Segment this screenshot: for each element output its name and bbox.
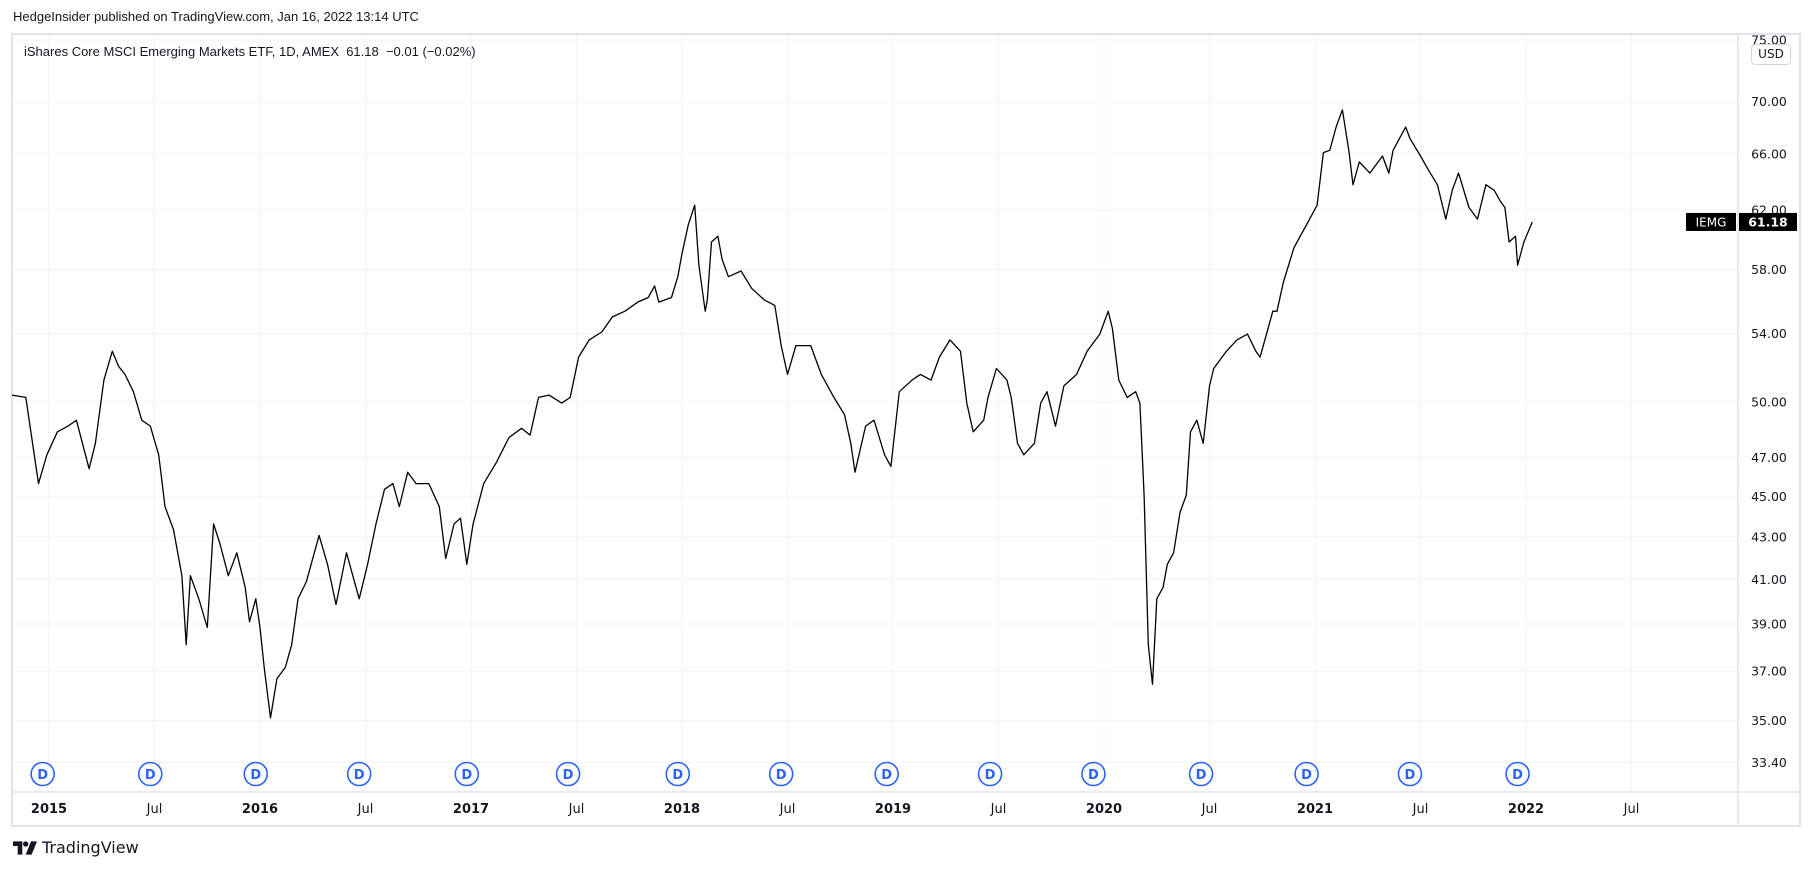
- time-axis[interactable]: 2015 Jul 2016 Jul 2017 Jul 2018 Jul 2019 Jul 2020 J…: [31, 802, 1639, 817]
- y-tick-label: 37.00: [1751, 664, 1787, 679]
- dividend-marker[interactable]: D: [30, 761, 55, 787]
- x-tick-label: 2017: [453, 802, 489, 817]
- last-price-tag: IEMG 61.18: [1686, 212, 1797, 231]
- dividend-circle: [1081, 761, 1106, 787]
- symbol-tag-bg: [1686, 212, 1736, 231]
- dividend-circle: [555, 761, 581, 787]
- tradingview-logo-icon: [13, 840, 37, 855]
- dividend-label: D: [461, 768, 472, 783]
- y-tick-label: 58.00: [1751, 262, 1787, 277]
- last-price-bg: [1739, 212, 1797, 231]
- price-line: [11, 109, 1533, 719]
- dividend-marker[interactable]: D: [1505, 761, 1530, 787]
- price-series: [11, 109, 1533, 719]
- x-tick-label: Jul: [1623, 802, 1640, 817]
- y-tick-label: 41.00: [1751, 572, 1787, 587]
- dividend-circle: [1505, 761, 1530, 787]
- dividend-circle: [1397, 761, 1423, 787]
- x-tick-label: Jul: [357, 802, 374, 817]
- chart-frame: [11, 33, 1801, 827]
- dividend-marker[interactable]: D: [454, 761, 480, 787]
- dividend-label: D: [250, 768, 261, 783]
- brand-name: TradingView: [42, 838, 139, 857]
- dividend-marker[interactable]: D: [977, 761, 1003, 787]
- y-tick-label: 70.00: [1751, 94, 1787, 109]
- dividend-label: D: [1088, 768, 1099, 783]
- dividend-label: D: [881, 768, 892, 783]
- symbol-tag-label: IEMG: [1696, 215, 1727, 229]
- x-tick-label: Jul: [568, 802, 585, 817]
- x-tick-label: 2018: [664, 802, 700, 817]
- dividend-label: D: [563, 768, 574, 783]
- dividend-circle: [346, 761, 372, 787]
- dividend-marker[interactable]: D: [346, 761, 372, 787]
- grid-lines: [12, 34, 1738, 792]
- dividend-circle: [874, 761, 899, 787]
- dividend-label: D: [672, 768, 683, 783]
- dividend-circle: [977, 761, 1003, 787]
- x-tick-label: Jul: [1201, 802, 1218, 817]
- y-tick-label: 35.00: [1751, 713, 1787, 728]
- dividend-marker[interactable]: D: [874, 761, 899, 787]
- y-tick-label: 66.00: [1751, 147, 1787, 162]
- dividend-marker[interactable]: D: [665, 761, 691, 787]
- dividend-circle: [137, 761, 163, 787]
- y-tick-label: 43.00: [1751, 529, 1787, 544]
- dividend-circle: [243, 761, 269, 787]
- chart-legend: iShares Core MSCI Emerging Markets ETF, …: [24, 44, 476, 59]
- tradingview-logo[interactable]: TradingView: [13, 838, 139, 857]
- price-axis[interactable]: 75.0070.0066.0062.0058.0054.0050.0047.00…: [1751, 33, 1787, 770]
- dividend-circle: [1188, 761, 1214, 787]
- dividend-circle: [768, 761, 794, 787]
- x-tick-label: 2020: [1086, 802, 1122, 817]
- dividend-label: D: [1301, 768, 1312, 783]
- x-tick-label: 2019: [875, 802, 911, 817]
- y-tick-label: 54.00: [1751, 326, 1787, 341]
- dividend-marker[interactable]: D: [243, 761, 269, 787]
- x-tick-label: 2016: [242, 802, 278, 817]
- x-tick-label: Jul: [779, 802, 796, 817]
- y-tick-label: 75.00: [1751, 33, 1787, 48]
- dividend-marker[interactable]: D: [768, 761, 794, 787]
- dividend-circle: [1294, 761, 1319, 787]
- y-tick-label: 45.00: [1751, 489, 1787, 504]
- dividend-marker[interactable]: D: [1081, 761, 1106, 787]
- x-tick-label: 2015: [31, 802, 67, 817]
- dividend-circle: [30, 761, 55, 787]
- x-tick-label: 2022: [1508, 802, 1544, 817]
- x-tick-label: 2021: [1297, 802, 1333, 817]
- dividend-label: D: [145, 768, 156, 783]
- dividend-label: D: [776, 768, 787, 783]
- dividend-label: D: [1512, 768, 1523, 783]
- x-tick-label: Jul: [146, 802, 163, 817]
- dividend-circle: [665, 761, 691, 787]
- pane-border: [11, 33, 1801, 827]
- dividend-marker[interactable]: D: [137, 761, 163, 787]
- currency-badge[interactable]: USD: [1751, 44, 1791, 65]
- y-tick-label: 33.40: [1751, 755, 1787, 770]
- dividend-label: D: [354, 768, 365, 783]
- y-tick-label: 47.00: [1751, 450, 1787, 465]
- dividend-label: D: [1196, 768, 1207, 783]
- y-tick-label: 39.00: [1751, 617, 1787, 632]
- last-price-label: 61.18: [1748, 214, 1788, 229]
- dividend-circle: [454, 761, 480, 787]
- x-tick-label: Jul: [1412, 802, 1429, 817]
- dividend-marker[interactable]: D: [1294, 761, 1319, 787]
- publisher-line: HedgeInsider published on TradingView.co…: [13, 9, 419, 24]
- dividend-label: D: [37, 768, 48, 783]
- x-tick-label: Jul: [990, 802, 1007, 817]
- dividend-marker[interactable]: D: [555, 761, 581, 787]
- y-tick-label: 50.00: [1751, 395, 1787, 410]
- dividend-marker[interactable]: D: [1397, 761, 1423, 787]
- dividend-label: D: [1405, 768, 1416, 783]
- dividend-label: D: [985, 768, 996, 783]
- dividend-marker[interactable]: D: [1188, 761, 1214, 787]
